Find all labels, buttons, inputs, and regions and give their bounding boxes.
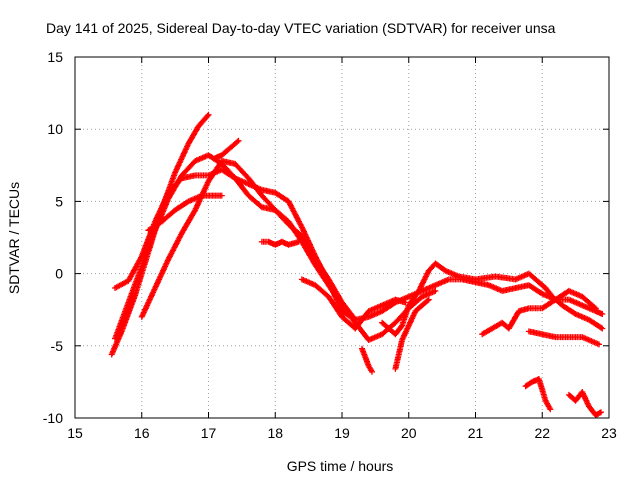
point-markers bbox=[298, 276, 409, 332]
series-trace-9 bbox=[359, 345, 375, 375]
x-tick-label: 16 bbox=[134, 425, 150, 441]
point-markers bbox=[145, 192, 225, 234]
series-trace-15 bbox=[565, 389, 604, 419]
y-tick-label: 10 bbox=[47, 121, 63, 137]
y-tick-label: 0 bbox=[55, 266, 63, 282]
chart-title: Day 141 of 2025, Sidereal Day-to-day VTE… bbox=[46, 20, 556, 36]
point-markers bbox=[479, 287, 599, 338]
series-trace-5 bbox=[145, 192, 225, 234]
series-trace-13 bbox=[525, 328, 602, 348]
series-trace-11 bbox=[379, 260, 606, 338]
point-markers bbox=[522, 376, 554, 413]
point-markers bbox=[212, 137, 242, 162]
y-tick-label: 5 bbox=[55, 193, 63, 209]
point-markers bbox=[392, 296, 432, 372]
series-trace-7 bbox=[258, 238, 302, 248]
x-tick-label: 15 bbox=[67, 425, 83, 441]
x-tick-label: 21 bbox=[468, 425, 484, 441]
x-axis-label: GPS time / hours bbox=[287, 458, 394, 474]
point-markers bbox=[258, 238, 302, 248]
x-tick-label: 18 bbox=[267, 425, 283, 441]
point-markers bbox=[112, 166, 606, 323]
y-tick-label: -10 bbox=[43, 410, 63, 426]
point-markers bbox=[379, 260, 606, 338]
y-tick-label: 15 bbox=[47, 49, 63, 65]
point-markers bbox=[565, 389, 604, 419]
series-trace-3 bbox=[112, 166, 606, 323]
x-tick-label: 22 bbox=[534, 425, 550, 441]
point-markers bbox=[138, 158, 359, 323]
x-tick-label: 17 bbox=[201, 425, 217, 441]
x-tick-label: 23 bbox=[601, 425, 617, 441]
series-trace-12 bbox=[479, 287, 599, 338]
series-trace-8 bbox=[298, 276, 409, 332]
point-markers bbox=[359, 345, 375, 375]
series-trace-14 bbox=[522, 376, 554, 413]
series-trace-4 bbox=[138, 158, 359, 323]
x-tick-label: 20 bbox=[401, 425, 417, 441]
point-markers bbox=[525, 328, 602, 348]
axis-ticks: 15 16 17 18 19 20 21 22 23 -10 -5 0 5 10 15 bbox=[43, 49, 617, 441]
x-tick-label: 19 bbox=[334, 425, 350, 441]
series-trace-6 bbox=[212, 137, 242, 162]
series-trace-10 bbox=[392, 296, 432, 372]
y-axis-label: SDTVAR / TECUs bbox=[6, 182, 22, 294]
data-points bbox=[108, 111, 606, 419]
y-tick-label: -5 bbox=[51, 338, 64, 354]
